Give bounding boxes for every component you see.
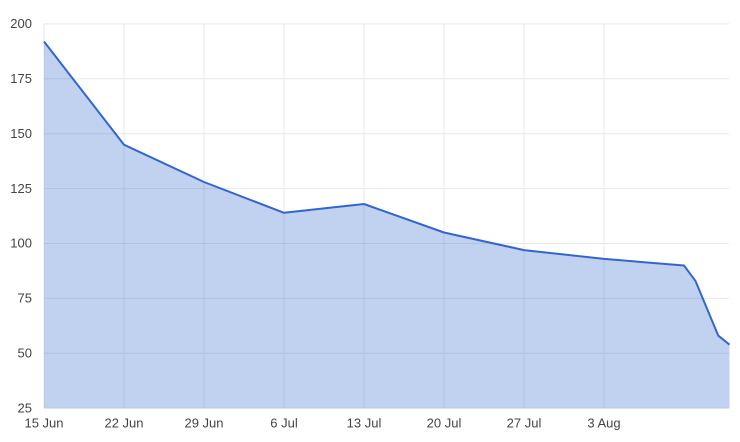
svg-text:20 Jul: 20 Jul xyxy=(427,416,462,431)
svg-text:150: 150 xyxy=(10,126,32,141)
svg-text:15 Jun: 15 Jun xyxy=(24,416,63,431)
svg-text:125: 125 xyxy=(10,181,32,196)
svg-text:175: 175 xyxy=(10,71,32,86)
svg-text:200: 200 xyxy=(10,16,32,31)
svg-text:25: 25 xyxy=(18,400,32,415)
svg-text:75: 75 xyxy=(18,291,32,306)
svg-text:3 Aug: 3 Aug xyxy=(587,416,620,431)
svg-text:100: 100 xyxy=(10,236,32,251)
svg-text:22 Jun: 22 Jun xyxy=(104,416,143,431)
svg-text:13 Jul: 13 Jul xyxy=(347,416,382,431)
svg-text:6 Jul: 6 Jul xyxy=(270,416,298,431)
svg-text:27 Jul: 27 Jul xyxy=(507,416,542,431)
svg-text:29 Jun: 29 Jun xyxy=(184,416,223,431)
svg-text:50: 50 xyxy=(18,346,32,361)
